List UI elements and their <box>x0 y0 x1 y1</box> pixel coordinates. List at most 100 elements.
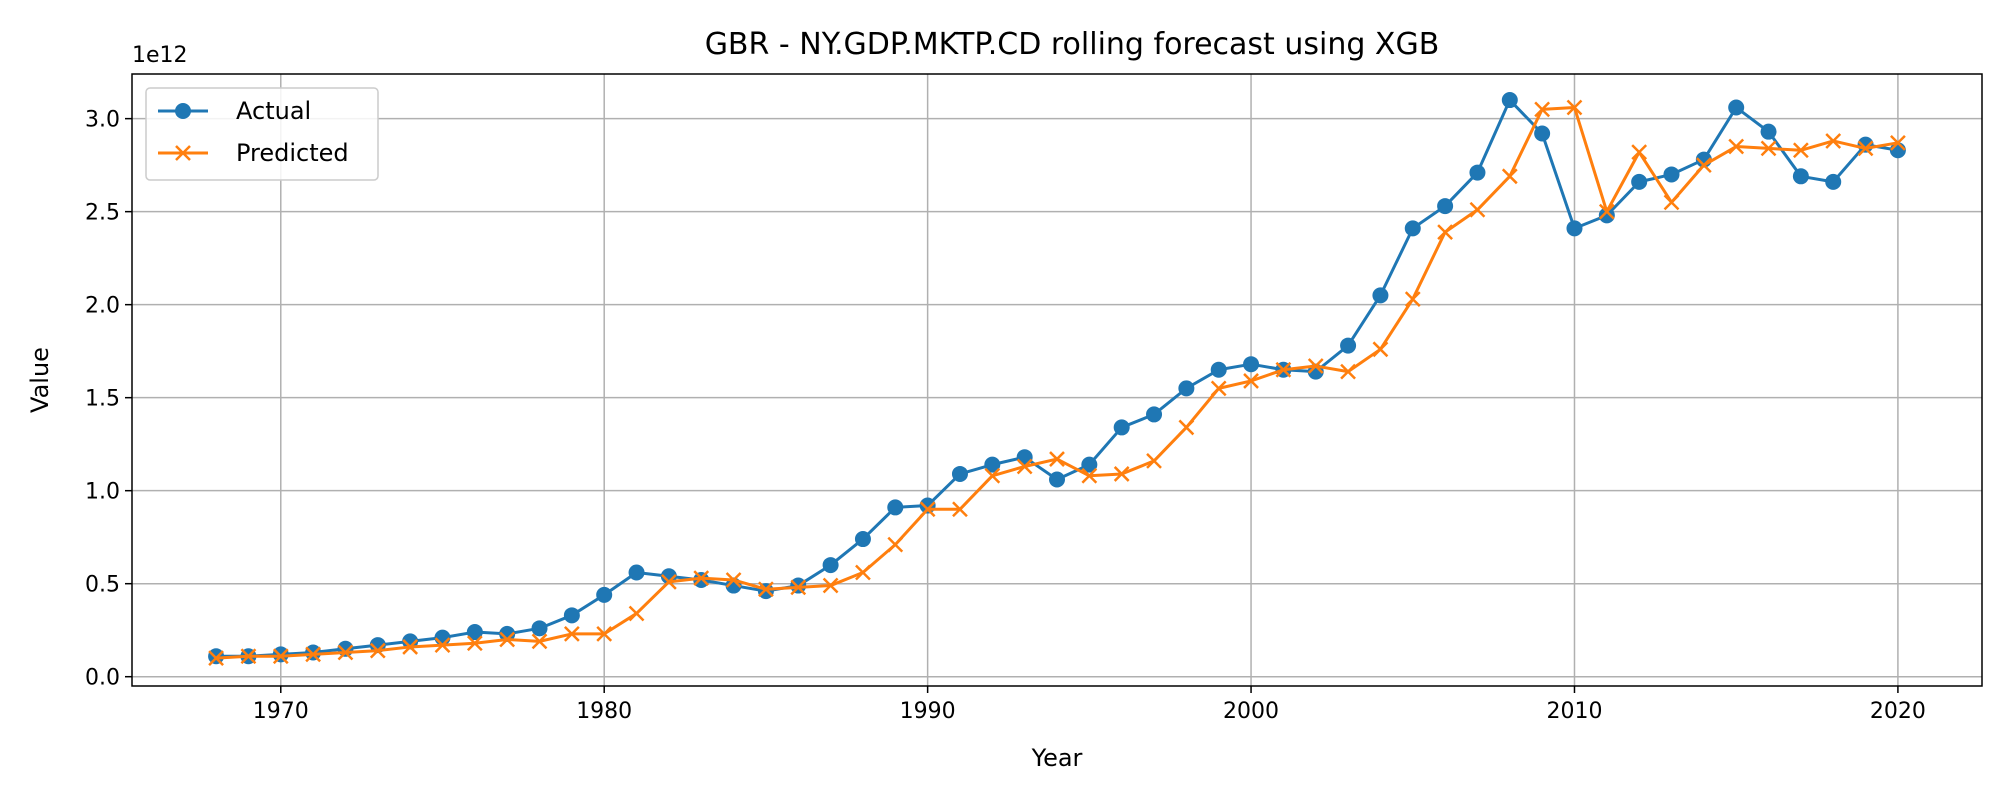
data-point-predicted <box>1695 157 1712 174</box>
x-tick-label: 1970 <box>253 699 309 724</box>
data-point-actual <box>434 629 451 646</box>
data-point-predicted <box>1566 99 1583 116</box>
data-point-actual <box>596 586 613 603</box>
data-point-actual <box>1534 125 1551 142</box>
data-point-predicted <box>369 642 386 659</box>
data-point-actual <box>1566 220 1583 237</box>
data-point-predicted <box>1404 291 1421 307</box>
data-point-actual <box>822 557 839 574</box>
data-point-actual <box>208 648 225 665</box>
x-tick-label: 1990 <box>900 699 956 724</box>
data-point-actual <box>1825 173 1842 190</box>
data-point-actual <box>1663 166 1680 183</box>
data-point-predicted <box>337 644 354 661</box>
data-point-predicted <box>1210 380 1227 397</box>
data-point-actual <box>1792 168 1809 185</box>
data-point-predicted <box>1825 133 1842 149</box>
data-point-predicted <box>1728 138 1745 155</box>
grid <box>132 74 1982 686</box>
data-point-predicted <box>563 626 580 642</box>
x-tick-label: 1980 <box>576 699 632 724</box>
data-point-actual <box>563 607 580 624</box>
y-offset-text: 1e12 <box>132 43 188 68</box>
data-point-predicted <box>1340 363 1356 380</box>
legend-marker-actual <box>175 103 191 119</box>
data-point-predicted <box>1372 341 1389 358</box>
y-tick-label: 1.5 <box>85 387 120 412</box>
data-point-predicted <box>208 650 224 666</box>
data-point-actual <box>1146 406 1163 423</box>
data-point-actual <box>1178 380 1195 397</box>
data-point-predicted <box>725 572 742 588</box>
data-point-predicted <box>466 635 483 652</box>
data-point-actual <box>1049 471 1065 488</box>
data-point-actual <box>951 465 968 482</box>
data-point-predicted <box>1792 142 1809 159</box>
data-point-actual <box>1728 99 1745 116</box>
y-tick-label: 1.0 <box>85 480 120 505</box>
data-point-actual <box>1372 287 1389 304</box>
data-point-actual <box>1437 198 1454 215</box>
data-point-actual <box>337 640 354 657</box>
data-point-actual <box>854 531 871 548</box>
data-point-predicted <box>661 573 677 590</box>
data-point-predicted <box>693 570 710 586</box>
series-layer <box>208 92 1906 666</box>
data-point-predicted <box>1049 451 1065 467</box>
data-point-predicted <box>1307 358 1324 374</box>
data-point-predicted <box>887 536 904 553</box>
legend: Actual Predicted <box>145 87 379 181</box>
x-axis: 1970 1980 1990 2000 2010 2020 <box>253 686 1926 724</box>
data-point-predicted <box>402 639 419 655</box>
data-point-predicted <box>1760 140 1777 157</box>
data-point-actual <box>1469 164 1486 181</box>
series-predicted <box>208 99 1906 666</box>
data-point-predicted <box>305 646 322 663</box>
data-point-actual <box>1210 361 1227 378</box>
data-point-actual <box>1404 220 1421 237</box>
data-point-actual <box>1501 92 1518 109</box>
data-point-predicted <box>1437 224 1453 240</box>
data-point-actual <box>757 583 774 600</box>
data-point-predicted <box>758 581 774 598</box>
data-point-actual <box>1113 419 1130 436</box>
plot-frame <box>131 73 1983 687</box>
data-point-actual <box>790 577 807 594</box>
data-point-predicted <box>240 648 257 665</box>
chart-title: GBR - NY.GDP.MKTP.CD rolling forecast us… <box>705 27 1440 62</box>
data-point-predicted <box>790 579 807 596</box>
data-point-actual <box>887 499 904 516</box>
data-point-predicted <box>1016 458 1033 475</box>
data-point-predicted <box>1501 168 1518 185</box>
x-tick-label: 2000 <box>1223 699 1279 724</box>
data-point-actual <box>466 624 483 641</box>
data-point-actual <box>305 644 322 661</box>
data-point-predicted <box>855 564 871 581</box>
y-tick-label: 3.0 <box>85 108 120 133</box>
data-point-predicted <box>984 467 1001 484</box>
data-point-actual <box>1631 173 1648 190</box>
data-point-actual <box>693 571 710 588</box>
data-point-predicted <box>531 633 548 650</box>
data-point-actual <box>1016 449 1033 466</box>
y-axis-label: Value <box>26 347 54 413</box>
data-point-predicted <box>1598 203 1615 220</box>
data-point-predicted <box>1663 194 1680 211</box>
data-point-predicted <box>1178 419 1195 436</box>
data-point-actual <box>1243 356 1260 373</box>
y-tick-label: 2.5 <box>85 201 120 226</box>
data-point-predicted <box>1113 466 1130 482</box>
data-point-predicted <box>1534 101 1551 118</box>
data-point-predicted <box>499 631 516 648</box>
data-point-actual <box>1340 337 1357 354</box>
data-point-predicted <box>1469 201 1486 218</box>
data-point-actual <box>1760 123 1777 140</box>
data-point-predicted <box>952 501 968 518</box>
data-point-predicted <box>1857 140 1874 157</box>
x-tick-label: 2010 <box>1546 699 1602 724</box>
data-point-predicted <box>1243 373 1259 389</box>
data-point-predicted <box>1081 467 1098 484</box>
data-point-actual <box>1598 207 1615 224</box>
y-tick-label: 2.0 <box>85 294 120 319</box>
legend-label-predicted: Predicted <box>236 139 349 167</box>
